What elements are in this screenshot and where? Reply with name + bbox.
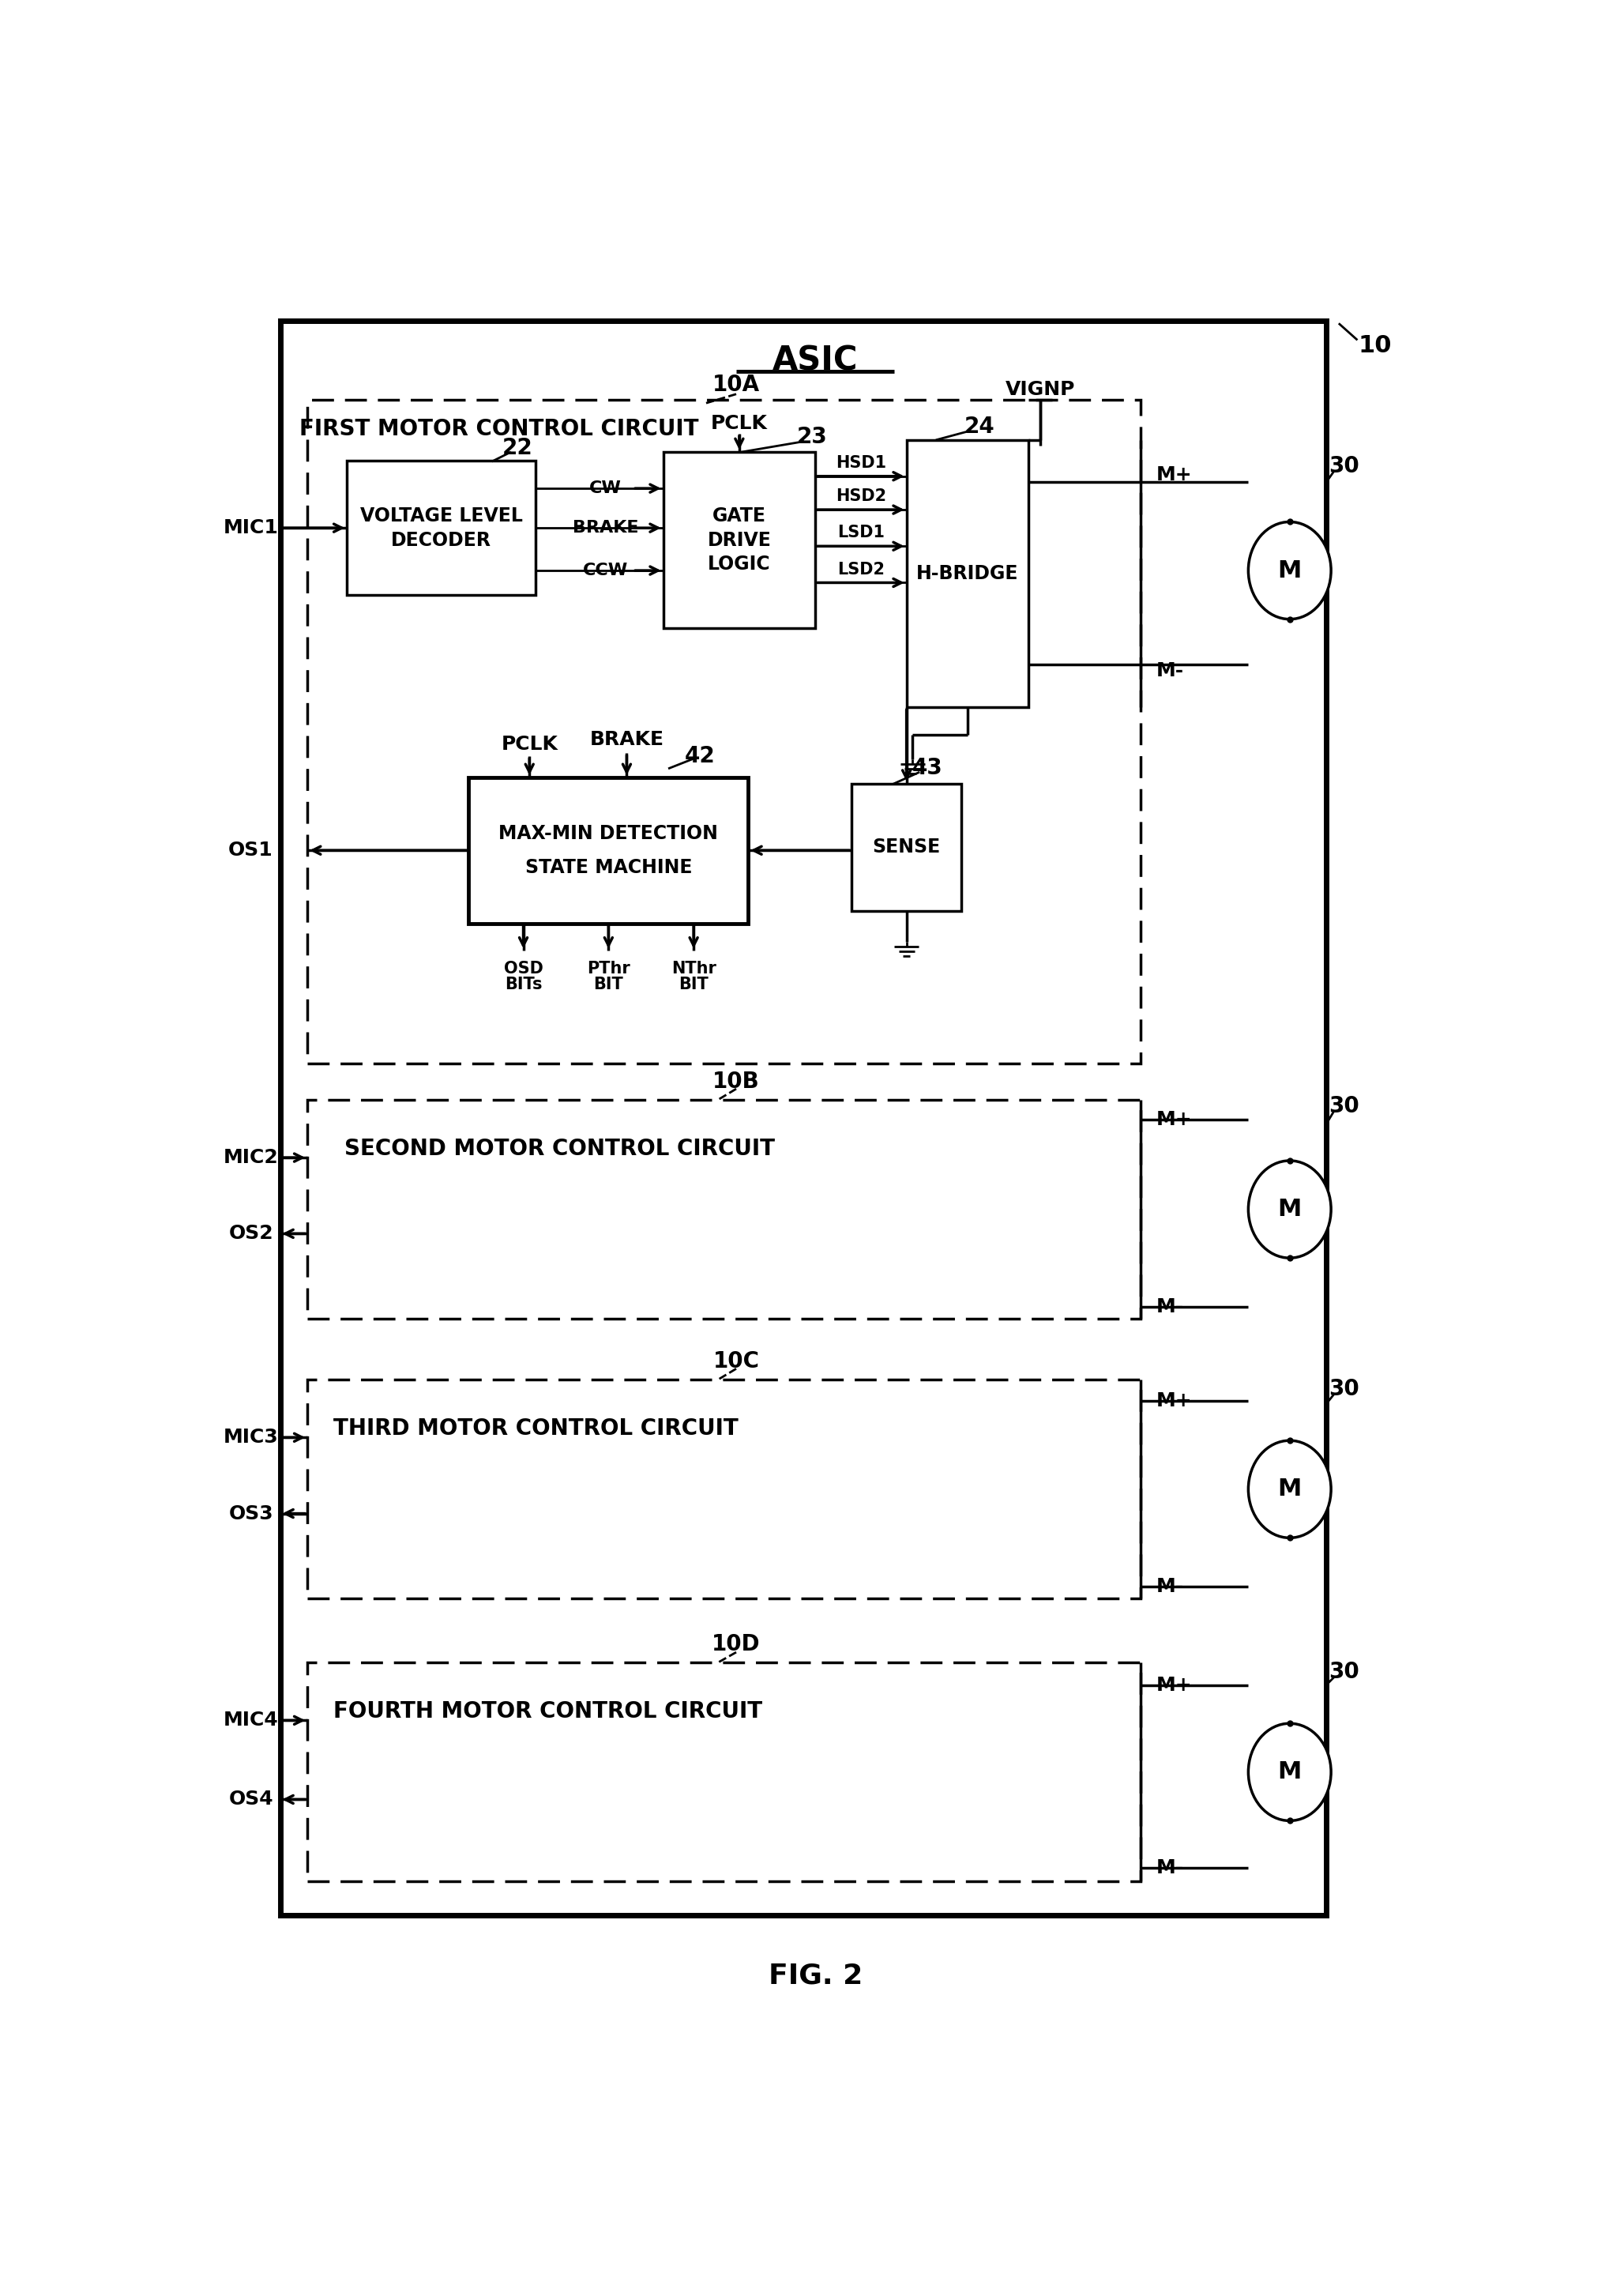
Bar — [906, 440, 1028, 708]
Bar — [307, 400, 1140, 1062]
Text: MIC4: MIC4 — [224, 1712, 278, 1730]
Text: PCLK: PCLK — [711, 413, 768, 434]
Bar — [851, 783, 961, 910]
Text: H-BRIDGE: H-BRIDGE — [916, 563, 1018, 583]
Text: PCLK: PCLK — [502, 735, 557, 754]
Text: LSD1: LSD1 — [838, 524, 885, 540]
Text: 30: 30 — [1328, 454, 1359, 477]
Text: 43: 43 — [913, 758, 944, 779]
Bar — [469, 776, 749, 924]
Text: PThr: PThr — [586, 960, 630, 976]
Text: FOURTH MOTOR CONTROL CIRCUIT: FOURTH MOTOR CONTROL CIRCUIT — [333, 1700, 762, 1723]
Text: DRIVE: DRIVE — [708, 531, 771, 549]
Text: M: M — [1278, 1478, 1302, 1500]
Text: OS3: OS3 — [229, 1505, 273, 1523]
Bar — [307, 1380, 1140, 1598]
Text: 10C: 10C — [713, 1351, 760, 1373]
Text: 24: 24 — [965, 415, 996, 438]
Text: HSD2: HSD2 — [836, 488, 887, 504]
Text: NThr: NThr — [671, 960, 716, 976]
Bar — [307, 1662, 1140, 1882]
Bar — [348, 461, 536, 595]
Text: M: M — [1278, 1762, 1302, 1784]
Text: VOLTAGE LEVEL: VOLTAGE LEVEL — [361, 506, 523, 524]
Text: M: M — [1278, 558, 1302, 581]
Text: 22: 22 — [502, 436, 533, 459]
Text: 30: 30 — [1328, 1378, 1359, 1401]
Text: VIGNP: VIGNP — [1005, 381, 1075, 400]
Text: 23: 23 — [797, 424, 828, 447]
Text: 10D: 10D — [711, 1632, 760, 1655]
Text: M+: M+ — [1156, 1392, 1192, 1410]
Text: MIC2: MIC2 — [224, 1149, 278, 1167]
Text: FIG. 2: FIG. 2 — [768, 1964, 862, 1989]
Text: LOGIC: LOGIC — [708, 554, 771, 574]
Text: DECODER: DECODER — [391, 531, 492, 549]
Text: SECOND MOTOR CONTROL CIRCUIT: SECOND MOTOR CONTROL CIRCUIT — [344, 1137, 775, 1160]
Text: BITs: BITs — [505, 976, 542, 992]
Text: FIRST MOTOR CONTROL CIRCUIT: FIRST MOTOR CONTROL CIRCUIT — [299, 418, 698, 440]
Text: ASIC: ASIC — [773, 345, 857, 377]
Text: 10A: 10A — [713, 375, 760, 395]
Text: OS1: OS1 — [229, 840, 273, 860]
Text: 30: 30 — [1328, 1662, 1359, 1682]
Bar — [307, 1099, 1140, 1319]
Bar — [279, 320, 1327, 1916]
Text: OSD: OSD — [503, 960, 542, 976]
Text: M+: M+ — [1156, 1675, 1192, 1696]
Text: THIRD MOTOR CONTROL CIRCUIT: THIRD MOTOR CONTROL CIRCUIT — [333, 1416, 737, 1439]
Text: M-: M- — [1156, 1578, 1184, 1596]
Text: CW: CW — [590, 481, 622, 497]
Text: OS2: OS2 — [229, 1224, 273, 1244]
Text: BRAKE: BRAKE — [573, 520, 638, 536]
Text: BRAKE: BRAKE — [590, 731, 664, 749]
Text: BIT: BIT — [593, 976, 624, 992]
Text: 42: 42 — [684, 745, 715, 767]
Bar — [663, 452, 815, 629]
Text: M-: M- — [1156, 1859, 1184, 1877]
Ellipse shape — [1249, 522, 1332, 620]
Text: M+: M+ — [1156, 1110, 1192, 1130]
Text: SENSE: SENSE — [872, 838, 940, 856]
Text: OS4: OS4 — [229, 1791, 273, 1809]
Text: M-: M- — [1156, 1296, 1184, 1317]
Text: LSD2: LSD2 — [838, 561, 885, 577]
Text: BIT: BIT — [679, 976, 708, 992]
Ellipse shape — [1249, 1723, 1332, 1821]
Ellipse shape — [1249, 1441, 1332, 1537]
Text: M+: M+ — [1156, 465, 1192, 484]
Text: 10B: 10B — [713, 1071, 760, 1092]
Text: MIC3: MIC3 — [224, 1428, 278, 1446]
Text: MIC1: MIC1 — [222, 518, 278, 538]
Text: 10: 10 — [1358, 334, 1392, 356]
Text: 30: 30 — [1328, 1094, 1359, 1117]
Text: M-: M- — [1156, 661, 1184, 681]
Text: MAX-MIN DETECTION: MAX-MIN DETECTION — [499, 824, 718, 842]
Text: HSD1: HSD1 — [836, 454, 887, 470]
Text: CCW: CCW — [583, 563, 628, 579]
Text: GATE: GATE — [713, 506, 767, 524]
Text: M: M — [1278, 1199, 1302, 1221]
Ellipse shape — [1249, 1160, 1332, 1258]
Text: STATE MACHINE: STATE MACHINE — [525, 858, 692, 876]
